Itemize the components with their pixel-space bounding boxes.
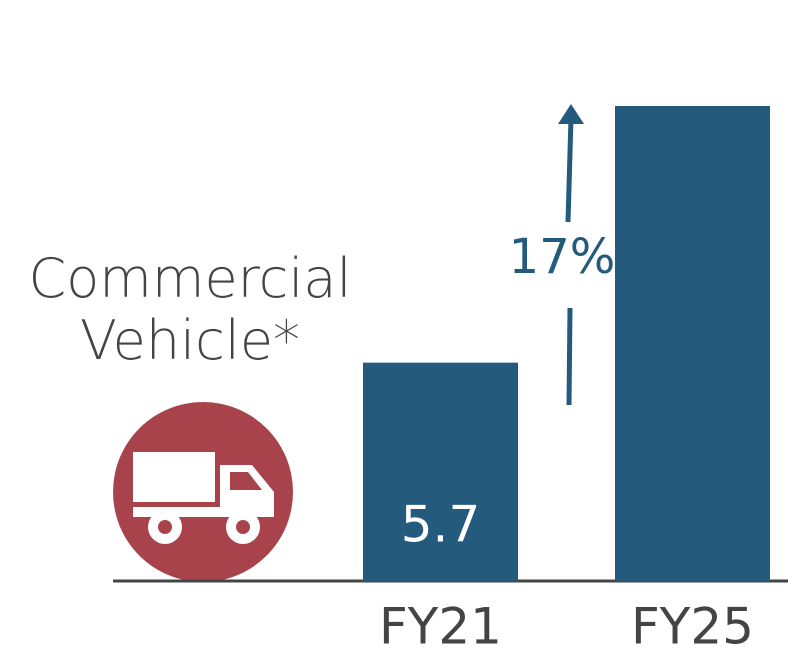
truck-icon (113, 402, 293, 582)
x-tick-label: FY25 (631, 598, 754, 656)
arrow-head (558, 104, 584, 124)
growth-arrow (565, 117, 574, 406)
bar (363, 362, 518, 581)
x-tick-label: FY21 (379, 598, 502, 656)
value-label: 5.7 (401, 496, 481, 554)
annotation: 17% (509, 229, 616, 285)
bar (615, 106, 770, 581)
chart-title: Commercial Vehicle* (28, 247, 352, 372)
